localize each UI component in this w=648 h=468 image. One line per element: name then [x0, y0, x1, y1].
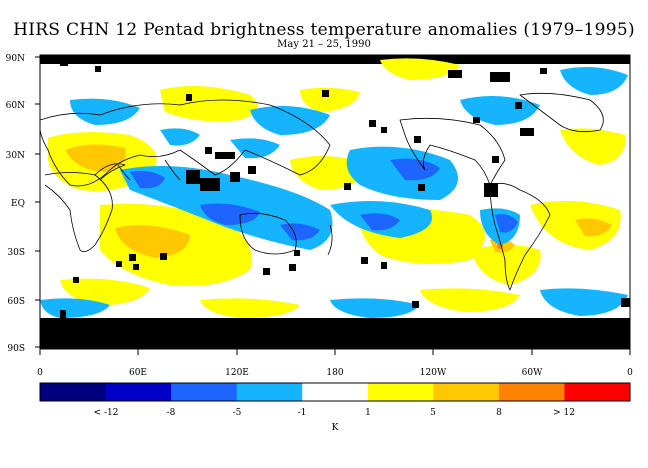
map-title: HIRS CHN 12 Pentad brightness temperatur…	[13, 20, 635, 40]
colorbar-swatch	[40, 383, 107, 401]
colorbar-tick-lt-12: < -12	[94, 408, 119, 418]
colorbar-swatch	[171, 383, 238, 401]
colorbar-unit: K	[332, 423, 339, 433]
lat-label-30s: 30S	[7, 248, 25, 258]
colorbar-swatch	[236, 383, 303, 401]
lon-label-120e: 120E	[225, 368, 249, 378]
missing-data-boxes	[60, 60, 630, 327]
coastlines	[40, 92, 630, 324]
lat-label-60n: 60N	[6, 101, 25, 111]
lon-label-60w: 60W	[522, 368, 543, 378]
latitude-axis: 90N 60N 30N EQ 30S 60S 90S	[6, 54, 40, 354]
lat-label-eq: EQ	[11, 199, 25, 209]
colorbar-swatch	[367, 383, 434, 401]
lon-label-180: 180	[326, 368, 343, 378]
lon-label-120w: 120W	[420, 368, 447, 378]
strong-cold-anomaly-cores	[130, 158, 518, 241]
missing-data-north	[40, 55, 630, 64]
lon-label-60e: 60E	[129, 368, 147, 378]
colorbar-tick-5-pos: 5	[430, 408, 436, 418]
strong-warm-anomaly-cores	[65, 144, 612, 258]
colorbar-swatch	[433, 383, 500, 401]
map-subtitle: May 21 – 25, 1990	[277, 39, 371, 50]
lat-label-30n: 30N	[6, 151, 25, 161]
missing-data-south	[40, 318, 630, 349]
colorbar-tick-8-neg: -8	[167, 408, 176, 418]
anomaly-field	[40, 55, 630, 349]
colorbar-frame	[39, 382, 631, 402]
lon-label-0-right: 0	[627, 368, 633, 378]
colorbar-tick-1-pos: 1	[365, 408, 371, 418]
colorbar-tick-1-neg: -1	[298, 408, 307, 418]
colorbar-swatch	[302, 383, 369, 401]
colorbar-tick-8-pos: 8	[496, 408, 502, 418]
colorbar-tick-gt-12: > 12	[553, 408, 575, 418]
lat-label-90s: 90S	[7, 344, 25, 354]
longitude-axis: 0 60E 120E 180 120W 60W 0	[37, 349, 633, 378]
colorbar-swatch	[498, 383, 565, 401]
lon-label-0-left: 0	[37, 368, 43, 378]
colorbar-tick-5-neg: -5	[233, 408, 242, 418]
colorbar-swatches	[40, 383, 631, 401]
colorbar-swatch	[105, 383, 172, 401]
colorbar: < -12 -8 -5 -1 1 5 8 > 12 K	[39, 382, 631, 433]
lat-label-90n: 90N	[6, 54, 25, 64]
colorbar-swatch	[564, 383, 631, 401]
lat-label-60s: 60S	[7, 297, 25, 307]
